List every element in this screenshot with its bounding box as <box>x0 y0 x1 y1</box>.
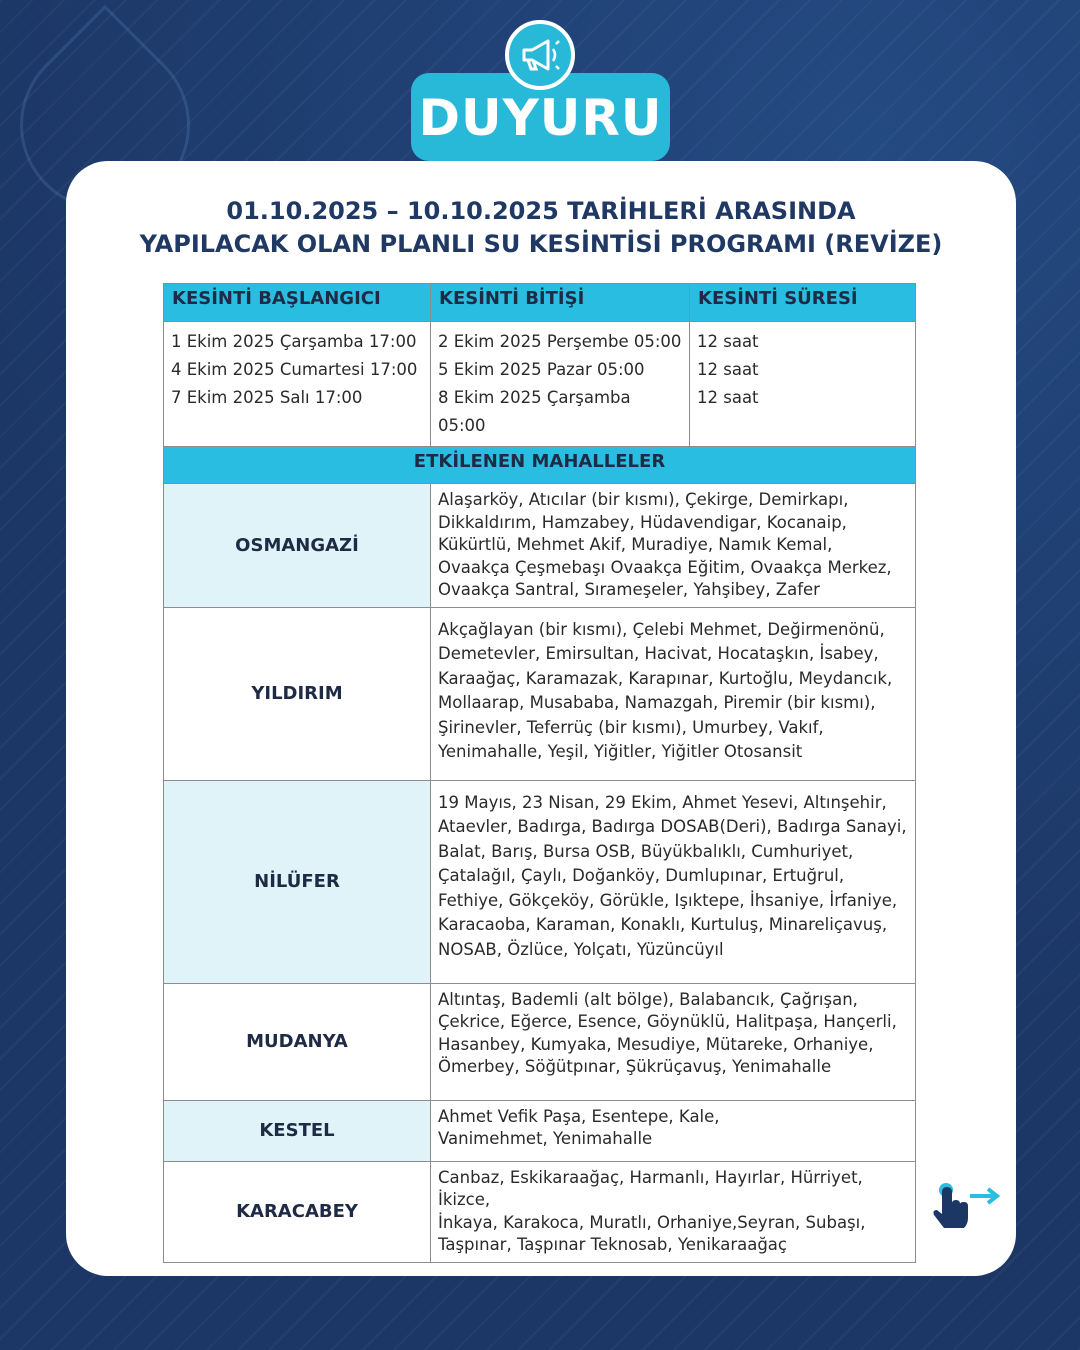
neighborhood-line: Balat, Barış, Bursa OSB, Büyükbalıklı, C… <box>438 841 854 861</box>
neighborhood-line: Ovaakça Santral, Sırameşeler, Yahşibey, … <box>438 580 820 599</box>
district-name: KESTEL <box>163 1099 431 1162</box>
district-row: NİLÜFER 19 Mayıs, 23 Nisan, 29 Ekim, Ahme… <box>163 779 916 984</box>
neighborhood-line: NOSAB, Özlüce, Yolçatı, Yüzüncüyıl <box>438 939 724 959</box>
neighborhood-line: Demetevler, Emirsultan, Hacivat, Hocataş… <box>438 644 879 663</box>
neighborhood-line: Alaşarköy, Atıcılar (bir kısmı), Çekirge… <box>438 490 849 509</box>
duration-3: 12 saat <box>697 388 759 407</box>
header-duration: KESİNTİ SÜRESİ <box>689 283 916 322</box>
neighborhood-line: Ataevler, Badırga, Badırga DOSAB(Deri), … <box>438 817 907 836</box>
neighborhood-line: Ömerbey, Söğütpınar, Şükrüçavuş, Yenimah… <box>438 1057 832 1076</box>
district-name: NİLÜFER <box>163 779 431 984</box>
district-row: KARACABEY Canbaz, Eskikaraağaç, Harmanlı,… <box>163 1160 916 1263</box>
district-row: KESTEL Ahmet Vefik Paşa, Esentepe, Kale, V… <box>163 1099 916 1162</box>
district-name: OSMANGAZİ <box>163 483 431 608</box>
district-name: KARACABEY <box>163 1160 431 1263</box>
neighborhood-list: Altıntaş, Bademli (alt bölge), Balabancı… <box>430 982 916 1101</box>
megaphone-icon <box>505 20 575 90</box>
title-line-2: YAPILACAK OLAN PLANLI SU KESİNTİSİ PROGR… <box>139 230 943 258</box>
neighborhood-line: Ahmet Vefik Paşa, Esentepe, Kale, <box>438 1106 720 1126</box>
neighborhood-line: İnkaya, Karakoca, Muratlı, Orhaniye,Seyr… <box>438 1212 866 1232</box>
announcement-badge: DUYURU <box>411 73 670 161</box>
neighborhood-line: Ovaakça Çeşmebaşı Ovaakça Eğitim, Ovaakç… <box>438 557 892 577</box>
neighborhood-line: Şirinevler, Teferrüç (bir kısmı), Umurbe… <box>438 717 824 737</box>
neighborhood-line: Canbaz, Eskikaraağaç, Harmanlı, Hayırlar… <box>438 1167 863 1210</box>
neighborhood-line: Kükürtlü, Mehmet Akif, Muradiye, Namık K… <box>438 535 833 554</box>
neighborhood-line: Karacaoba, Karaman, Konaklı, Kurtuluş, M… <box>438 915 888 934</box>
duration-1: 12 saat <box>697 332 759 351</box>
end-times: 2 Ekim 2025 Perşembe 05:00 5 Ekim 2025 Pa… <box>430 321 690 447</box>
neighborhood-line: Dikkaldırım, Hamzabey, Hüdavendigar, Koc… <box>438 512 847 532</box>
title-line-1: 01.10.2025 – 10.10.2025 TARİHLERİ ARASIN… <box>226 197 856 225</box>
neighborhood-list: 19 Mayıs, 23 Nisan, 29 Ekim, Ahmet Yesev… <box>430 779 916 984</box>
affected-header: ETKİLENEN MAHALLELER <box>163 446 916 484</box>
start-3: 7 Ekim 2025 Salı 17:00 <box>171 388 363 407</box>
duration-2: 12 saat <box>697 360 759 379</box>
header-end: KESİNTİ BİTİŞİ <box>430 283 690 322</box>
start-times: 1 Ekim 2025 Çarşamba 17:00 4 Ekim 2025 Cu… <box>163 321 431 447</box>
page-title: 01.10.2025 – 10.10.2025 TARİHLERİ ARASIN… <box>66 195 1016 261</box>
neighborhood-line: Akçağlayan (bir kısmı), Çelebi Mehmet, D… <box>438 619 885 639</box>
neighborhood-line: Vanimehmet, Yenimahalle <box>438 1129 653 1148</box>
neighborhood-line: Yenimahalle, Yeşil, Yiğitler, Yiğitler O… <box>438 742 803 761</box>
end-1: 2 Ekim 2025 Perşembe 05:00 <box>438 332 682 351</box>
district-name: YILDIRIM <box>163 606 431 781</box>
neighborhood-line: Taşpınar, Taşpınar Teknosab, Yenikaraağa… <box>438 1235 787 1254</box>
schedule-header-row: KESİNTİ BAŞLANGICI KESİNTİ BİTİŞİ KESİNT… <box>163 283 916 322</box>
durations: 12 saat 12 saat 12 saat <box>689 321 916 447</box>
district-row: MUDANYA Altıntaş, Bademli (alt bölge), Ba… <box>163 982 916 1101</box>
outage-table: KESİNTİ BAŞLANGICI KESİNTİ BİTİŞİ KESİNT… <box>163 283 916 1263</box>
swipe-hand-icon <box>928 1178 1003 1238</box>
end-3: 8 Ekim 2025 Çarşamba 05:00 <box>438 388 631 435</box>
start-2: 4 Ekim 2025 Cumartesi 17:00 <box>171 360 418 379</box>
district-name: MUDANYA <box>163 982 431 1101</box>
end-2: 5 Ekim 2025 Pazar 05:00 <box>438 360 645 379</box>
district-row: OSMANGAZİ Alaşarköy, Atıcılar (bir kısmı)… <box>163 483 916 608</box>
neighborhood-line: 19 Mayıs, 23 Nisan, 29 Ekim, Ahmet Yesev… <box>438 792 887 812</box>
neighborhood-line: Çatalağıl, Çaylı, Doğanköy, Dumlupınar, … <box>438 866 845 885</box>
neighborhood-line: Çekrice, Eğerce, Esence, Göynüklü, Halit… <box>438 1012 897 1031</box>
neighborhood-list: Ahmet Vefik Paşa, Esentepe, Kale, Vanimeh… <box>430 1099 916 1162</box>
start-1: 1 Ekim 2025 Çarşamba 17:00 <box>171 332 417 351</box>
neighborhood-list: Canbaz, Eskikaraağaç, Harmanlı, Hayırlar… <box>430 1160 916 1263</box>
neighborhood-line: Fethiye, Gökçeköy, Görükle, Işıktepe, İh… <box>438 890 898 910</box>
neighborhood-line: Altıntaş, Bademli (alt bölge), Balabancı… <box>438 989 858 1009</box>
affected-header-row: ETKİLENEN MAHALLELER <box>163 446 916 484</box>
neighborhood-line: Mollaarap, Musababa, Namazgah, Piremir (… <box>438 693 876 712</box>
neighborhood-list: Akçağlayan (bir kısmı), Çelebi Mehmet, D… <box>430 606 916 781</box>
neighborhood-line: Hasanbey, Kumyaka, Mesudiye, Mütareke, O… <box>438 1034 874 1054</box>
district-row: YILDIRIM Akçağlayan (bir kısmı), Çelebi M… <box>163 606 916 781</box>
neighborhood-list: Alaşarköy, Atıcılar (bir kısmı), Çekirge… <box>430 483 916 608</box>
schedule-row: 1 Ekim 2025 Çarşamba 17:00 4 Ekim 2025 Cu… <box>163 321 916 447</box>
header-start: KESİNTİ BAŞLANGICI <box>163 283 431 322</box>
neighborhood-line: Karaağaç, Karamazak, Karapınar, Kurtoğlu… <box>438 668 893 688</box>
